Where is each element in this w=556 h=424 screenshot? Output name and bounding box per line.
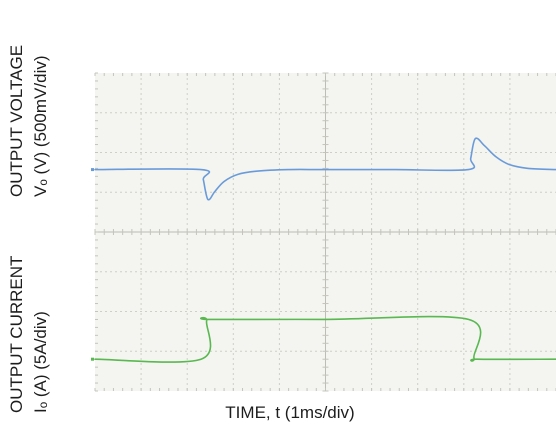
voltage-axis-units: Vₒ (V) (500mV/div) [31,55,50,197]
voltage-axis-title: OUTPUT VOLTAGE [7,45,26,197]
voltage-channel-marker [91,168,94,172]
current-axis-title: OUTPUT CURRENT [7,256,26,413]
current-channel-marker [91,357,94,361]
traces [91,137,556,363]
voltage-trace [94,137,556,201]
oscilloscope-grid [94,72,556,392]
current-axis-units: Iₒ (A) (5A/div) [31,311,50,413]
current-trace [94,315,556,363]
x-axis-label: TIME, t (1ms/div) [225,403,354,422]
